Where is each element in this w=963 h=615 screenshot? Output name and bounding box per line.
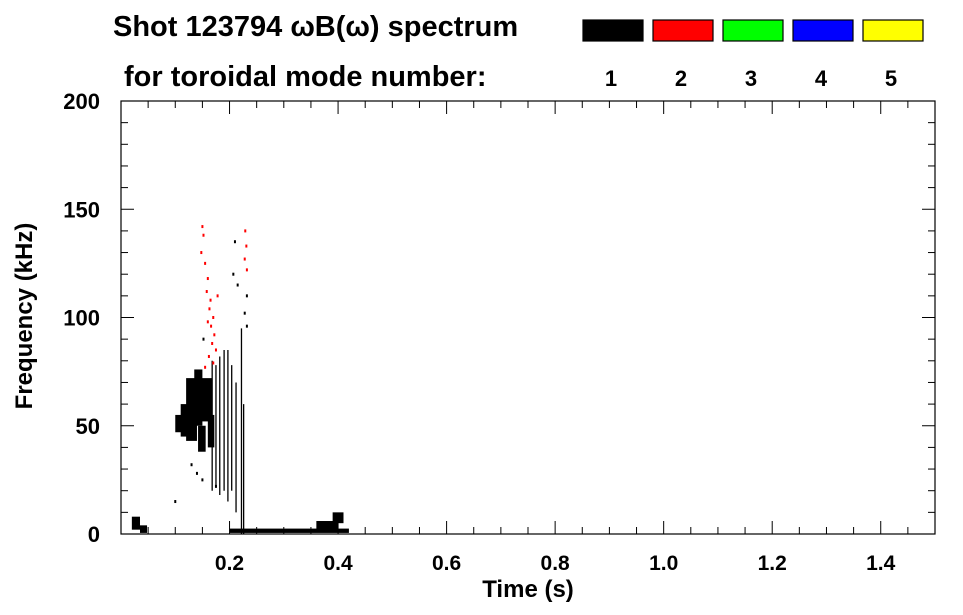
spectrum-region-11 <box>139 525 148 533</box>
spectrum-region-6 <box>207 414 215 448</box>
spectrum-point-11 <box>211 341 214 345</box>
spectrum-point-6 <box>209 298 212 302</box>
spectrum-point-29 <box>201 478 204 482</box>
x-tick-label: 0.2 <box>215 552 244 575</box>
spectrum-point-4 <box>206 277 209 281</box>
spectrum-point-5 <box>205 290 208 294</box>
spectrum-region-1 <box>180 404 189 437</box>
x-tick-label: 1.2 <box>758 552 787 575</box>
spectrum-region-0 <box>175 414 182 433</box>
x-tick-label: 1.0 <box>649 552 678 575</box>
spectrum-point-16 <box>216 294 219 298</box>
spectrum-point-33 <box>202 337 205 341</box>
axis-ticks <box>121 101 935 534</box>
mode-legend: 1 2 3 4 5 <box>582 19 924 91</box>
legend-label-mode-4: 4 <box>815 66 828 91</box>
spectrum-region-4 <box>201 378 213 422</box>
spectrum-point-32 <box>174 500 177 504</box>
spectrum-point-20 <box>243 257 246 261</box>
spectrum-point-3 <box>204 261 207 265</box>
legend-label-mode-2: 2 <box>675 66 687 91</box>
spectrum-point-25 <box>233 240 236 244</box>
plot-area: 0.2 0.4 0.6 0.8 1.0 1.2 1.4 0 50 100 150 200 <box>63 89 936 575</box>
x-tick-label: 0.6 <box>432 552 461 575</box>
spectrum-point-21 <box>245 268 248 272</box>
x-tick-labels: 0.2 0.4 0.6 0.8 1.0 1.2 1.4 <box>215 552 896 575</box>
spectrum-point-18 <box>244 229 247 233</box>
chart-title-line1: Shot 123794 ωB(ω) spectrum <box>113 11 518 43</box>
legend-swatch-mode-4 <box>792 19 854 42</box>
spectrum-region-3 <box>194 369 203 426</box>
spectrum-point-31 <box>190 463 193 467</box>
chart-title-line2: for toroidal mode number: <box>124 61 487 93</box>
legend-label-mode-5: 5 <box>885 66 897 91</box>
spectrum-region-7 <box>229 528 349 533</box>
spectrum-point-22 <box>245 294 248 298</box>
spectrum-point-23 <box>243 311 246 315</box>
legend-swatch-mode-5 <box>862 19 924 42</box>
spectrum-region-9 <box>332 512 344 524</box>
x-axis-label: Time (s) <box>482 576 574 603</box>
legend-swatch-mode-2 <box>652 19 714 42</box>
spectrum-point-2 <box>200 251 203 255</box>
spectrum-point-28 <box>195 471 198 475</box>
y-tick-label: 100 <box>63 306 100 331</box>
legend-swatch-mode-1 <box>582 19 644 42</box>
spectrum-point-7 <box>208 307 211 311</box>
y-tick-label: 0 <box>88 522 100 547</box>
spectrum-point-0 <box>201 225 204 229</box>
y-axis-label: Frequency (kHz) <box>11 223 38 410</box>
spectrum-data <box>131 225 349 534</box>
spectrum-point-1 <box>202 233 205 237</box>
spectrum-point-30 <box>214 484 217 488</box>
y-tick-labels: 0 50 100 150 200 <box>63 89 100 547</box>
spectrum-point-8 <box>212 316 215 319</box>
x-tick-label: 1.4 <box>866 552 896 575</box>
y-tick-label: 50 <box>76 414 100 439</box>
x-tick-label: 0.8 <box>541 552 571 575</box>
x-tick-label: 0.4 <box>323 552 353 575</box>
spectrum-point-12 <box>214 348 217 352</box>
spectrum-region-2 <box>186 378 197 441</box>
legend-label-mode-3: 3 <box>745 66 757 91</box>
spectrum-point-14 <box>212 361 215 365</box>
spectrum-point-13 <box>207 354 210 358</box>
legend-label-mode-1: 1 <box>605 66 617 91</box>
spectrum-point-17 <box>206 320 209 324</box>
y-tick-label: 150 <box>63 197 100 222</box>
legend-swatch-mode-3 <box>722 19 784 42</box>
spectrum-point-26 <box>232 272 235 276</box>
plot-frame <box>120 100 936 535</box>
spectrum-point-27 <box>236 283 239 287</box>
spectrum-region-8 <box>316 521 339 530</box>
spectrum-point-9 <box>210 324 213 328</box>
spectrum-point-19 <box>245 244 248 248</box>
y-tick-label: 200 <box>63 89 100 114</box>
spectrum-point-24 <box>245 324 248 328</box>
spectrum-point-10 <box>213 333 216 337</box>
spectrum-region-10 <box>131 516 140 530</box>
spectrum-point-15 <box>204 365 207 369</box>
spectrum-region-5 <box>198 425 206 452</box>
